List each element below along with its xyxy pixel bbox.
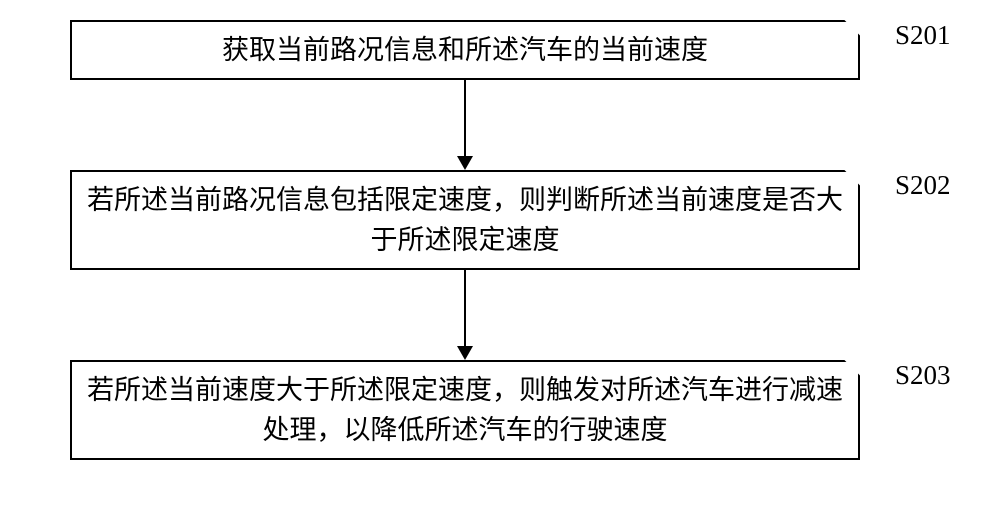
flow-step-3: 若所述当前速度大于所述限定速度，则触发对所述汽车进行减速处理，以降低所述汽车的行…: [70, 360, 860, 460]
flow-step-2-text: 若所述当前路况信息包括限定速度，则判断所述当前速度是否大于所述限定速度: [84, 180, 846, 261]
step-label-2-text: S202: [895, 170, 951, 200]
flow-step-1: 获取当前路况信息和所述汽车的当前速度: [70, 20, 860, 80]
step-label-3: S203: [895, 360, 951, 391]
flow-step-3-text: 若所述当前速度大于所述限定速度，则触发对所述汽车进行减速处理，以降低所述汽车的行…: [84, 370, 846, 451]
arrow-2-shaft: [464, 270, 466, 346]
arrow-2-head: [457, 346, 473, 360]
step-label-2: S202: [895, 170, 951, 201]
step-label-1-text: S201: [895, 20, 951, 50]
arrow-1-head: [457, 156, 473, 170]
flow-step-1-text: 获取当前路况信息和所述汽车的当前速度: [222, 30, 708, 71]
step-label-1: S201: [895, 20, 951, 51]
flowchart-canvas: 获取当前路况信息和所述汽车的当前速度 S201 若所述当前路况信息包括限定速度，…: [0, 0, 1000, 505]
flow-step-2: 若所述当前路况信息包括限定速度，则判断所述当前速度是否大于所述限定速度: [70, 170, 860, 270]
arrow-1-shaft: [464, 80, 466, 156]
step-label-3-text: S203: [895, 360, 951, 390]
